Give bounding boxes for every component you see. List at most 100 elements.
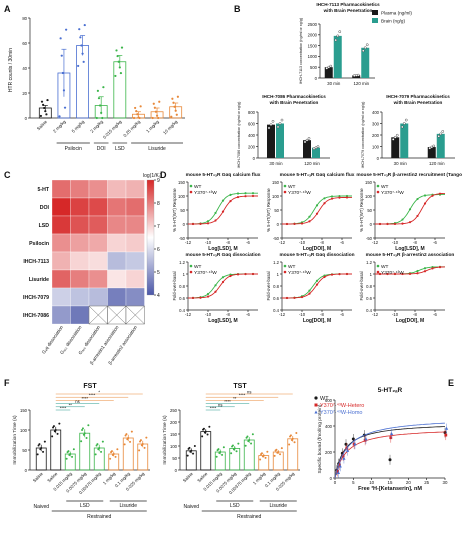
panel-d-plot-2-y-tick-label: 100: [365, 194, 373, 199]
panel-b-dot: [276, 125, 280, 129]
panel-d-ylabel: % 5-HT(WT) Response: [172, 188, 177, 232]
panel-b-chart-2-y-tick-label: 400: [372, 110, 380, 115]
panel-b-chart-1-y-tick-label: 0: [253, 156, 256, 161]
panel-b-chart-2-y-tick-label: 0: [377, 156, 380, 161]
panel-d-point: [221, 210, 225, 213]
panel-c-scale-tick-label: 8: [157, 201, 160, 207]
panel-c-cell-cross: [88, 305, 108, 325]
panel-f-sig-label: ****: [60, 406, 67, 411]
panel-c-cell: [125, 251, 145, 271]
panel-c-row-label: IHCH-7079: [23, 295, 49, 301]
panel-c-cell: [107, 179, 127, 199]
panel-a-x-tick-label: 1 mg/kg: [145, 119, 160, 134]
panel-d-letter: D: [160, 170, 167, 180]
panel-b-dot: [400, 125, 404, 129]
panel-b-chart-title: IHCH-7113 Pharmacokinetics: [316, 2, 380, 7]
panel-b-bar: [361, 47, 370, 78]
panel-a-dot: [83, 23, 86, 27]
panel-f-dot: [138, 449, 141, 452]
panel-d-point: [423, 194, 427, 197]
panel-f-dot: [247, 440, 250, 443]
panel-f-sig-label: *: [98, 390, 100, 395]
panel-b-chart-1-y-tick-label: 400: [248, 133, 256, 138]
panel-d-plot-title: mouse 5-HT₂ₐR β-arrestin2 recruitment (T…: [356, 172, 462, 178]
panel-d-plot-2-y-tick-label: 50: [367, 208, 372, 213]
panel-d-point: [338, 194, 341, 198]
panel-f-bar: [35, 447, 47, 471]
panel-e-x-tick-label: 0: [334, 480, 337, 485]
panel-d-point: [236, 273, 240, 276]
panel-d-x-tick-label: -8: [413, 312, 417, 317]
panel-d-plot-4-y-tick-label: 1: [277, 272, 280, 277]
panel-b-chart-0-y-tick-label: 2500: [308, 22, 318, 27]
panel-a-dot: [138, 116, 141, 120]
panel-b-chart-1-y-tick-label: 600: [248, 121, 256, 126]
panel-d-point: [236, 195, 240, 199]
panel-c-cell: [107, 233, 127, 253]
panel-d-curve: [188, 192, 258, 225]
panel-d-plot-4-y-tick-label: 0.8: [273, 284, 279, 289]
panel-e-legend-marker-wt: [314, 396, 318, 400]
panel-f-dot: [221, 453, 224, 456]
panel-a-dot: [65, 28, 68, 31]
panel-a-dot: [101, 116, 104, 120]
panel-f-dot: [36, 453, 39, 456]
panel-f-dot: [87, 424, 90, 427]
panel-d-x-tick-label: -8: [226, 240, 230, 245]
panel-f-dot: [39, 448, 42, 451]
panel-b-dot: [312, 147, 316, 150]
panel-f-dot: [110, 451, 113, 454]
panel-d-legend-marker: [376, 184, 380, 188]
panel-f-dot: [230, 452, 233, 455]
panel-f-dot: [208, 425, 211, 428]
panel-c-cell: [125, 179, 145, 199]
panel-b-dot: [437, 134, 441, 138]
panel-c-cell-cross: [107, 305, 127, 325]
panel-d-x-tick-label: -8: [320, 240, 324, 245]
panel-f-lsd-label: LSD: [230, 503, 240, 509]
panel-b-bar: [303, 140, 311, 158]
panel-f-dot: [186, 454, 189, 457]
panel-d-point: [323, 202, 326, 205]
panel-f-lsd-label: LSD: [80, 503, 90, 509]
panel-d-point: [416, 269, 419, 273]
panel-f-chart-0-y-tick-label: 150: [20, 408, 28, 413]
panel-e-fit-curve: [334, 426, 445, 479]
panel-e-legend-marker-hetero: [314, 403, 318, 407]
panel-a-dot: [175, 113, 178, 116]
panel-f-sig-label: ns: [247, 390, 251, 395]
panel-d-x-tick-label: -6: [340, 240, 344, 245]
panel-d-point: [423, 270, 427, 273]
panel-d-point: [315, 204, 319, 207]
panel-f-dot: [279, 453, 282, 456]
panel-d-point: [315, 212, 319, 215]
panel-f-sig-label: **: [233, 396, 237, 401]
panel-b-dot: [314, 146, 318, 149]
panel-f-bar: [287, 438, 299, 471]
panel-d-x-tick-label: -6: [433, 240, 437, 245]
panel-b-chart-title-line2: with Brain Penetration: [393, 100, 443, 105]
panel-a-group-label: LSD: [115, 146, 125, 152]
panel-f-lisuride-label: Lisuride: [269, 503, 287, 509]
panel-f-dot: [94, 453, 97, 456]
panel-f-x-tick-label: Saline: [32, 471, 45, 484]
panel-d-plot-1-y-tick-label: 150: [272, 180, 280, 185]
panel-f-dot: [251, 433, 254, 436]
panel-a-dot: [102, 86, 105, 89]
panel-d-legend-mutant: Y370⁷·⁴³W: [288, 190, 311, 196]
panel-d-legend-marker: [189, 264, 193, 268]
panel-b-x-tick-label: 120 min: [429, 161, 445, 166]
panel-b-dot: [271, 120, 275, 123]
panel-a-dot: [119, 71, 123, 75]
panel-a-dot: [100, 111, 103, 114]
panel-d-x-tick-label: -8: [413, 240, 417, 245]
panel-f-dot: [273, 454, 276, 457]
panel-a-dot: [157, 116, 160, 120]
panel-f-sig-label: ****: [89, 393, 96, 398]
panel-a-x-tick-label: 0.25 mg/kg: [122, 119, 141, 138]
panel-d-plot-2-y-tick-label: 150: [365, 180, 373, 185]
panel-d-plot-0-y-tick-label: 150: [178, 180, 186, 185]
panel-a-x-tick-label: 0.015 mg/kg: [102, 119, 123, 140]
panel-d-point: [244, 192, 247, 195]
panel-d-point: [408, 208, 412, 211]
